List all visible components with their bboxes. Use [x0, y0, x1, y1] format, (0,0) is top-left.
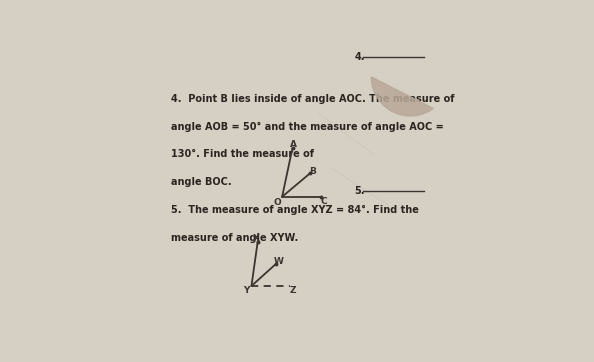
Text: 4.: 4. — [355, 52, 365, 62]
Text: 5.  The measure of angle XYZ = 84°. Find the: 5. The measure of angle XYZ = 84°. Find … — [170, 205, 419, 215]
Text: Y: Y — [244, 286, 249, 295]
Text: 5.: 5. — [355, 186, 365, 196]
Text: X: X — [253, 234, 260, 243]
Text: angle BOC.: angle BOC. — [170, 177, 231, 187]
Text: Z: Z — [290, 286, 296, 295]
Text: B: B — [309, 167, 316, 176]
Polygon shape — [371, 77, 433, 116]
Text: angle AOB = 50° and the measure of angle AOC =: angle AOB = 50° and the measure of angle… — [170, 122, 443, 131]
Text: W: W — [274, 257, 284, 266]
Text: A: A — [290, 140, 297, 150]
Text: 4.  Point B lies inside of angle AOC. The measure of: 4. Point B lies inside of angle AOC. The… — [170, 94, 454, 104]
Text: 130°. Find the measure of: 130°. Find the measure of — [170, 150, 314, 159]
Text: C: C — [321, 197, 327, 206]
Text: measure of angle XYW.: measure of angle XYW. — [170, 233, 298, 243]
Text: O: O — [273, 198, 281, 207]
